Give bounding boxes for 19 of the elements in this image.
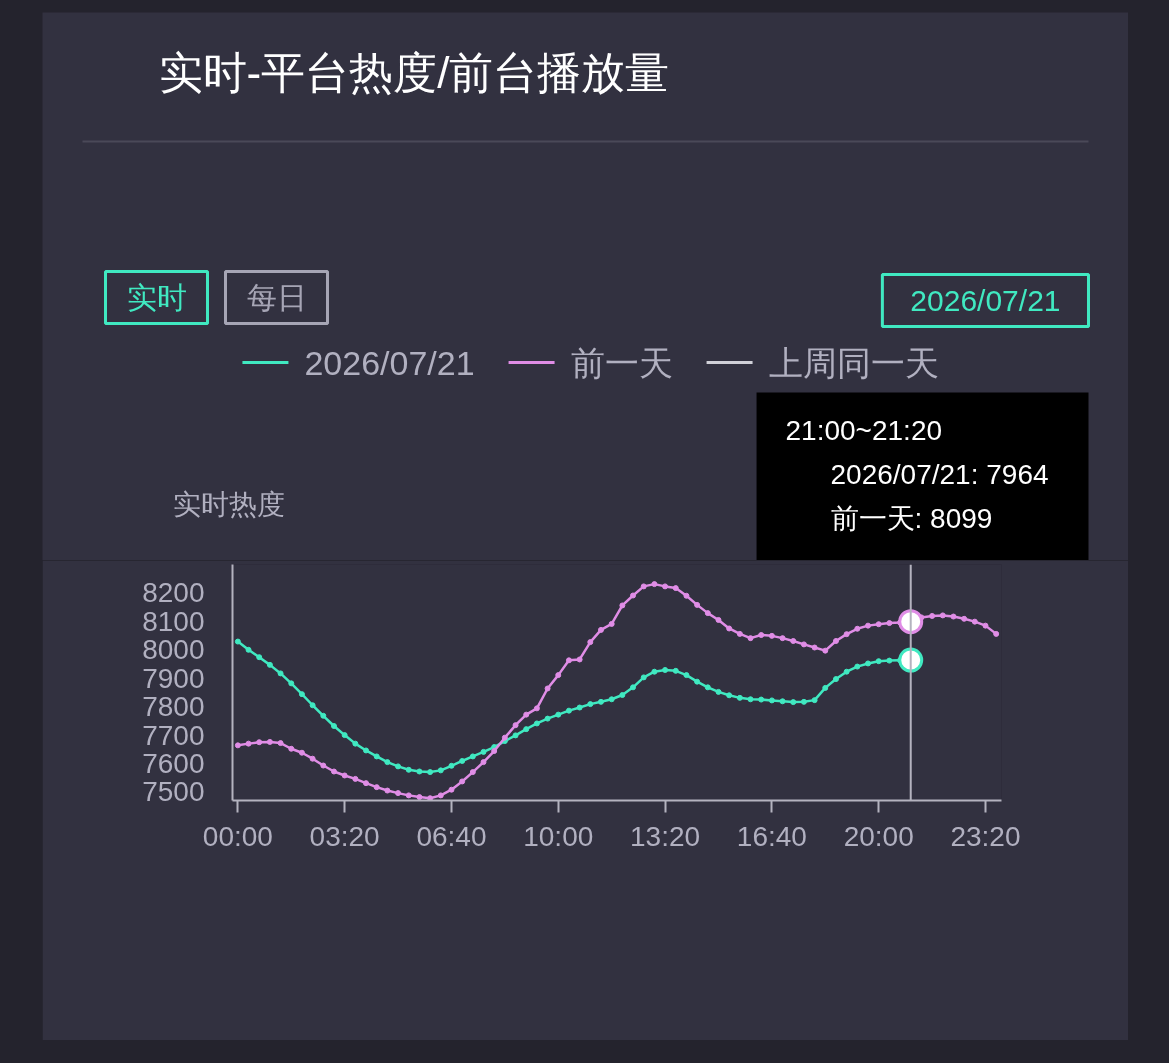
- chart-title: 实时-平台热度/前台播放量: [158, 48, 670, 97]
- text: 前一天: 8099: [830, 503, 993, 534]
- x-tick-label: 23:20: [950, 820, 1021, 852]
- y-axis-title: 实时热度: [172, 489, 285, 520]
- text: 2026/07/21: [910, 284, 1061, 317]
- legend-label: 2026/07/21: [304, 343, 475, 382]
- x-tick-label: 10:00: [523, 820, 594, 852]
- x-tick-label: 20:00: [843, 820, 914, 852]
- x-tick-label: 00:00: [202, 820, 273, 852]
- text: 2026/07/21: 7964: [830, 459, 1049, 490]
- x-tick-label: 16:40: [736, 820, 807, 852]
- text: 21:00~21:20: [785, 415, 943, 446]
- text: 每日: [246, 281, 307, 314]
- x-tick-label: 13:20: [630, 820, 701, 852]
- x-tick-label: 06:40: [416, 820, 487, 852]
- x-tick-label: 03:20: [309, 820, 380, 852]
- legend-label: 前一天: [570, 343, 673, 382]
- text: 实时: [126, 281, 187, 314]
- legend-label: 上周同一天: [768, 343, 939, 382]
